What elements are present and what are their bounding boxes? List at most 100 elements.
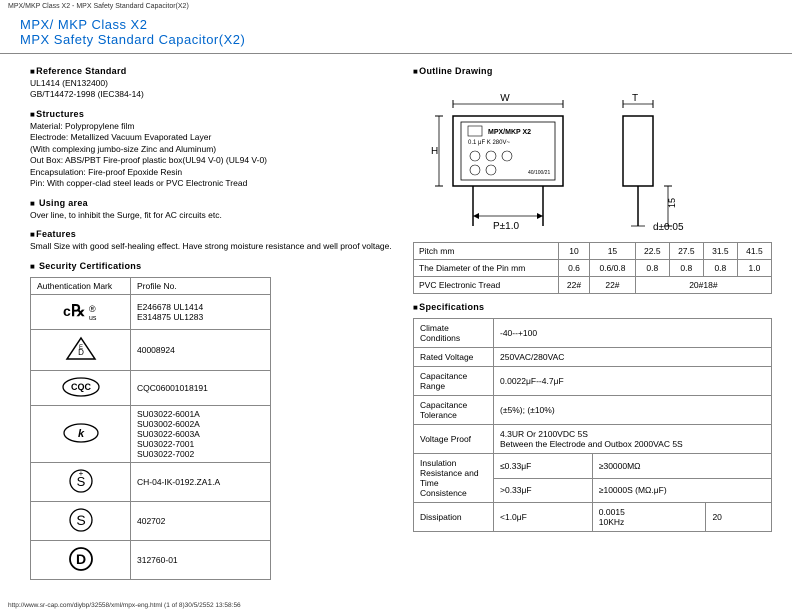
pitch-label: Pitch mm [414, 243, 559, 260]
cert-h1: Authentication Mark [31, 277, 131, 294]
svg-text:15: 15 [667, 198, 677, 208]
table-row: S + CH-04-IK-0192.ZA1.A [31, 462, 271, 501]
svg-text:d±0.05: d±0.05 [653, 222, 684, 233]
spec-label: Dissipation [414, 503, 494, 532]
table-row: c ℞ ® us E246678 UL1414 E314875 UL1283 [31, 294, 271, 329]
mark-s2-icon: S [31, 501, 131, 540]
ref-std-head: Reference Standard [30, 66, 395, 76]
page-header: MPX/MKP Class X2 - MPX Safety Standard C… [0, 0, 792, 13]
title-line-2: MPX Safety Standard Capacitor(X2) [20, 32, 772, 47]
spec-val: >0.33μF [494, 478, 593, 503]
ref-std-1: UL1414 (EN132400) [30, 78, 395, 89]
struct-5: Encapsulation: Fire-proof Epoxide Resin [30, 167, 395, 178]
pitch-val: 15 [590, 243, 636, 260]
spec-val: ≥10000S (MΩ.μF) [592, 478, 771, 503]
using-1: Over line, to inhibit the Surge, fit for… [30, 210, 395, 221]
pvc-val: 20#18# [635, 277, 771, 294]
mark-cqc-icon: CQC [31, 370, 131, 405]
ref-std-2: GB/T14472-1998 (IEC384-14) [30, 89, 395, 100]
svg-text:us: us [89, 315, 97, 322]
svg-text:E: E [78, 345, 82, 351]
spec-label: Rated Voltage [414, 348, 494, 367]
table-row: D E 40008924 [31, 329, 271, 370]
mark-s1-icon: S + [31, 462, 131, 501]
spec-val: <1.0μF [494, 503, 593, 532]
title-block: MPX/ MKP Class X2 MPX Safety Standard Ca… [0, 13, 792, 54]
spec-table: Climate Conditions -40--+100 Rated Volta… [413, 318, 772, 532]
svg-text:D: D [75, 551, 85, 567]
pitch-val: 10 [558, 243, 589, 260]
struct-3: (With complexing jumbo-size Zinc and Alu… [30, 144, 395, 155]
spec-label: Climate Conditions [414, 319, 494, 348]
features-1: Small Size with good self-healing effect… [30, 241, 395, 252]
security-head: Security Certifications [30, 261, 395, 271]
diam-val: 0.8 [703, 260, 737, 277]
cert-profile: 312760-01 [131, 540, 271, 579]
diam-val: 0.8 [635, 260, 669, 277]
left-column: Reference Standard UL1414 (EN132400) GB/… [30, 58, 395, 580]
svg-text:T: T [632, 93, 638, 104]
structures-head: Structures [30, 109, 395, 119]
svg-text:P±1.0: P±1.0 [493, 221, 519, 232]
svg-text:S: S [76, 512, 85, 528]
struct-6: Pin: With copper-clad steel leads or PVC… [30, 178, 395, 189]
struct-2: Electrode: Metallized Vacuum Evaporated … [30, 132, 395, 143]
svg-text:0.1 μF K 280V~: 0.1 μF K 280V~ [468, 140, 510, 146]
pitch-val: 41.5 [737, 243, 771, 260]
spec-val: (±5%); (±10%) [494, 396, 772, 425]
spec-label: Voltage Proof [414, 425, 494, 454]
struct-4: Out Box: ABS/PBT Fire-proof plastic box(… [30, 155, 395, 166]
pitch-val: 31.5 [703, 243, 737, 260]
svg-text:40/100/21: 40/100/21 [528, 170, 550, 176]
table-row: S 402702 [31, 501, 271, 540]
pvc-val: 22# [590, 277, 636, 294]
outline-head: Outline Drawing [413, 66, 772, 76]
table-row: CQC CQC06001018191 [31, 370, 271, 405]
table-row: k SU03022-6001A SU03002-6002A SU03022-60… [31, 405, 271, 462]
footer-url: http://www.sr-cap.com/diybp/32558/xml/mp… [8, 602, 241, 609]
diam-label: The Diameter of the Pin mm [414, 260, 559, 277]
svg-text:W: W [500, 93, 510, 104]
title-line-1: MPX/ MKP Class X2 [20, 17, 772, 32]
cert-profile: E246678 UL1414 E314875 UL1283 [131, 294, 271, 329]
svg-text:k: k [77, 428, 84, 440]
svg-text:MPX/MKP X2: MPX/MKP X2 [488, 129, 531, 136]
mark-kc-icon: k [31, 405, 131, 462]
using-head: Using area [30, 198, 395, 208]
diam-val: 1.0 [737, 260, 771, 277]
spec-val: 20 [706, 503, 772, 532]
spec-label: Insulation Resistance and Time Consisten… [414, 454, 494, 503]
cert-profile: 40008924 [131, 329, 271, 370]
svg-text:H: H [431, 146, 438, 157]
cert-profile: CQC06001018191 [131, 370, 271, 405]
spec-val: ≥30000MΩ [592, 454, 771, 479]
table-row: D 312760-01 [31, 540, 271, 579]
features-head: Features [30, 229, 395, 239]
pitch-val: 27.5 [669, 243, 703, 260]
mark-vde-icon: D E [31, 329, 131, 370]
diam-val: 0.6/0.8 [590, 260, 636, 277]
struct-1: Material: Polypropylene film [30, 121, 395, 132]
cert-h2: Profile No. [131, 277, 271, 294]
pitch-table: Pitch mm 10 15 22.5 27.5 31.5 41.5 The D… [413, 242, 772, 294]
svg-text:c: c [63, 303, 71, 319]
svg-text:℞: ℞ [71, 303, 85, 320]
svg-text:+: + [78, 469, 83, 478]
right-column: Outline Drawing MPX/MKP X2 0.1 μF K 280V… [413, 58, 772, 580]
spec-label: Capacitance Range [414, 367, 494, 396]
spec-val: 0.0015 10KHz [592, 503, 706, 532]
diam-val: 0.6 [558, 260, 589, 277]
outline-drawing: MPX/MKP X2 0.1 μF K 280V~ 40/100/21 W [413, 86, 772, 236]
cert-profile: CH-04-IK-0192.ZA1.A [131, 462, 271, 501]
mark-d-icon: D [31, 540, 131, 579]
diam-val: 0.8 [669, 260, 703, 277]
spec-label: Capacitance Tolerance [414, 396, 494, 425]
cert-table: Authentication Mark Profile No. c ℞ ® us… [30, 277, 271, 580]
svg-text:CQC: CQC [71, 382, 92, 392]
spec-val: -40--+100 [494, 319, 772, 348]
pvc-val: 22# [558, 277, 589, 294]
spec-val: ≤0.33μF [494, 454, 593, 479]
spec-val: 4.3UR Or 2100VDC 5S Between the Electrod… [494, 425, 772, 454]
mark-ul-icon: c ℞ ® us [31, 294, 131, 329]
spec-val: 250VAC/280VAC [494, 348, 772, 367]
